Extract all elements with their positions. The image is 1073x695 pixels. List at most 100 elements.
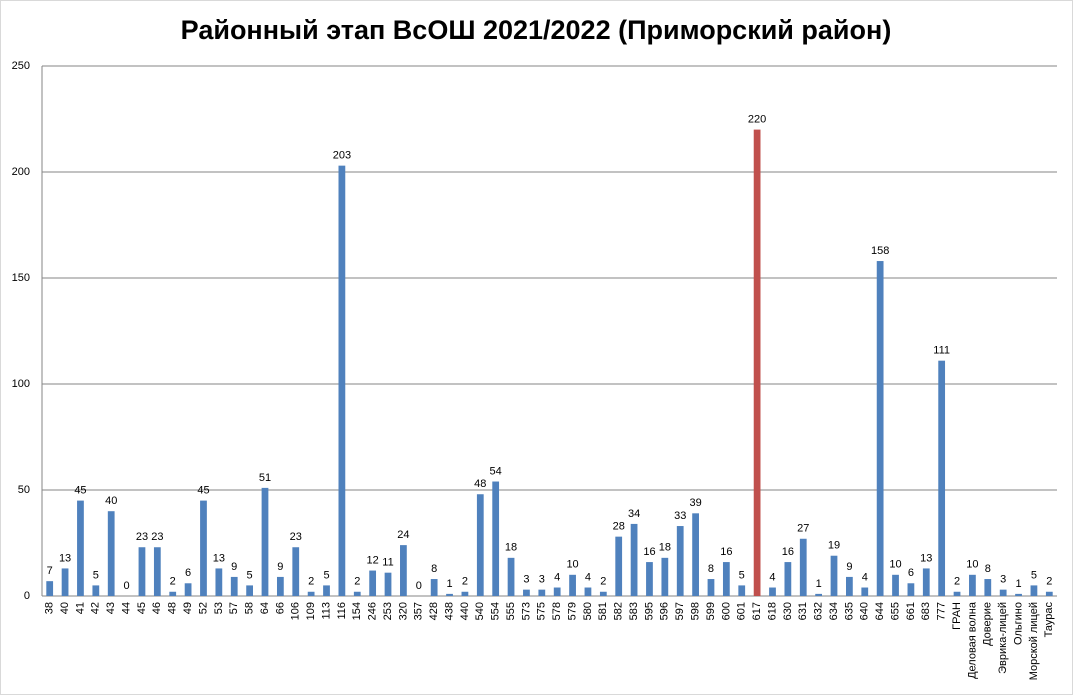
y-tick-label: 50 <box>18 484 30 496</box>
data-label: 10 <box>889 559 901 571</box>
y-tick-label: 0 <box>24 590 30 602</box>
bar <box>169 591 177 596</box>
data-label: 16 <box>720 546 732 558</box>
data-label: 0 <box>124 580 130 592</box>
bar <box>676 526 684 596</box>
data-label: 13 <box>920 552 932 564</box>
data-label: 34 <box>628 508 640 520</box>
data-label: 0 <box>416 580 422 592</box>
x-tick-label: 661 <box>905 602 917 620</box>
data-label: 9 <box>846 561 852 573</box>
bar <box>692 513 699 596</box>
x-tick-label: 683 <box>920 602 932 620</box>
x-tick-label: 45 <box>136 602 148 614</box>
x-tick-label: 597 <box>674 602 686 620</box>
bar <box>799 538 807 596</box>
data-label: 12 <box>367 554 379 566</box>
data-label: 9 <box>231 561 237 573</box>
bar <box>1045 591 1053 596</box>
x-tick-label: 575 <box>536 602 548 620</box>
data-label: 2 <box>354 576 360 588</box>
data-label: 27 <box>797 523 809 535</box>
x-tick-label: 618 <box>766 602 778 620</box>
bar <box>584 587 592 596</box>
data-label: 40 <box>105 495 117 507</box>
data-label: 48 <box>474 478 486 490</box>
data-label: 203 <box>333 150 351 162</box>
bar <box>922 568 930 596</box>
x-tick-label: 320 <box>397 602 409 620</box>
bar <box>815 593 823 596</box>
data-label: 33 <box>674 510 686 522</box>
bar <box>230 576 238 596</box>
bar <box>61 568 69 596</box>
data-label: 5 <box>323 569 329 581</box>
data-label: 1 <box>1015 578 1021 590</box>
x-tick-label: 617 <box>751 602 763 620</box>
x-tick-label: 635 <box>843 602 855 620</box>
bar <box>722 562 730 596</box>
data-label: 18 <box>659 542 671 554</box>
data-label: 5 <box>1031 569 1037 581</box>
data-label: 158 <box>871 245 889 257</box>
x-tick-label: 116 <box>336 602 348 620</box>
x-tick-label: 634 <box>828 602 840 620</box>
bar <box>615 536 623 596</box>
data-label: 23 <box>151 531 163 543</box>
data-label: 11 <box>382 557 393 569</box>
data-label: 8 <box>985 563 991 575</box>
data-label: 13 <box>59 552 71 564</box>
data-label: 13 <box>213 552 225 564</box>
data-label: 2 <box>170 576 176 588</box>
bar <box>292 547 300 596</box>
x-tick-label: Деловая волна <box>966 601 978 679</box>
data-label: 2 <box>600 576 606 588</box>
data-label: 8 <box>708 563 714 575</box>
bar <box>661 557 669 596</box>
x-tick-label: 630 <box>782 602 794 620</box>
bar <box>353 591 361 596</box>
x-tick-label: 596 <box>659 602 671 620</box>
bar <box>369 570 377 596</box>
x-tick-label: 52 <box>197 602 209 614</box>
data-label: 3 <box>523 574 529 586</box>
bar <box>599 591 607 596</box>
data-label: 2 <box>462 576 468 588</box>
x-tick-label: Таурас <box>1043 602 1055 638</box>
bar <box>261 487 269 596</box>
x-tick-label: 57 <box>228 602 240 614</box>
bar <box>307 591 315 596</box>
x-tick-label: 58 <box>244 602 256 614</box>
bar <box>876 261 884 596</box>
x-tick-label: 632 <box>813 602 825 620</box>
data-label: 23 <box>136 531 148 543</box>
bar <box>769 587 776 596</box>
bar <box>476 494 484 596</box>
bar <box>892 574 899 596</box>
bar <box>738 585 746 596</box>
data-label: 18 <box>505 542 517 554</box>
bar <box>46 581 54 596</box>
x-tick-label: 66 <box>274 602 286 614</box>
bar <box>999 589 1007 596</box>
bar <box>969 574 976 596</box>
x-tick-label: 357 <box>413 602 425 620</box>
bar <box>200 500 207 596</box>
data-label: 45 <box>74 485 86 497</box>
x-tick-label: 640 <box>859 602 871 620</box>
x-tick-label: 41 <box>74 602 86 614</box>
data-label: 8 <box>431 563 437 575</box>
y-tick-label: 200 <box>12 166 30 178</box>
bar <box>984 579 992 596</box>
x-tick-label: 777 <box>936 602 948 620</box>
data-label: 1 <box>446 578 452 590</box>
bar <box>246 585 253 596</box>
data-label: 2 <box>308 576 314 588</box>
bar <box>338 165 346 596</box>
bar <box>215 568 223 596</box>
bar <box>507 557 515 596</box>
data-label: 6 <box>185 567 191 579</box>
x-tick-label: 579 <box>566 602 578 620</box>
x-tick-label: 598 <box>690 602 702 620</box>
